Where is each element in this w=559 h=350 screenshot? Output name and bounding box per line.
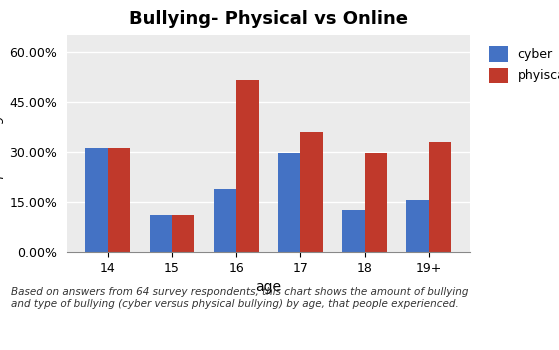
Bar — [278, 153, 300, 252]
Bar — [214, 189, 236, 252]
Bar — [86, 148, 108, 252]
X-axis label: age: age — [255, 280, 281, 294]
Bar — [300, 132, 323, 252]
Bar — [406, 200, 429, 252]
Bar — [236, 80, 259, 252]
Bar — [429, 142, 451, 252]
Text: Based on answers from 64 survey respondents, this chart shows the amount of bull: Based on answers from 64 survey responde… — [11, 287, 468, 309]
Legend: cyber, phyiscal: cyber, phyiscal — [484, 41, 559, 88]
Bar — [150, 216, 172, 252]
Title: Bullying- Physical vs Online: Bullying- Physical vs Online — [129, 10, 408, 28]
Bar — [172, 216, 195, 252]
Bar — [108, 148, 130, 252]
Y-axis label: percentage: percentage — [0, 108, 4, 179]
Bar — [364, 153, 387, 252]
Bar — [342, 210, 364, 252]
